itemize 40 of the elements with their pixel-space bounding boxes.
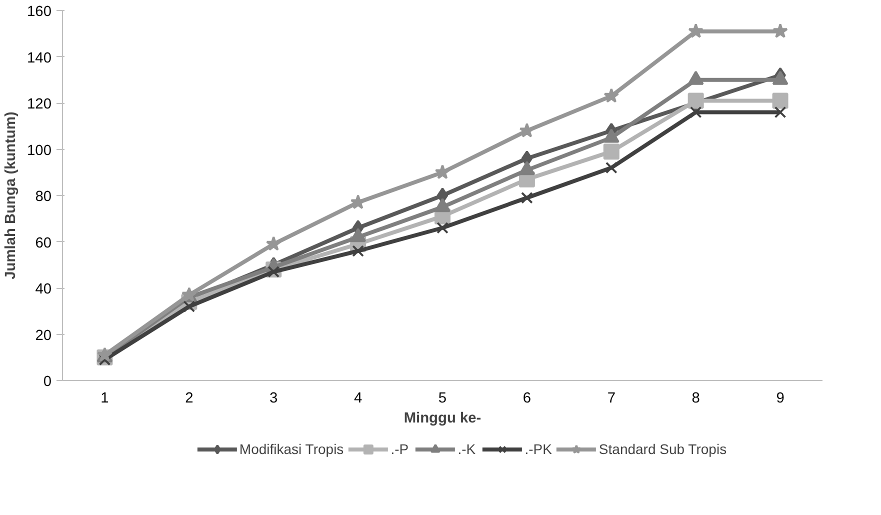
point	[604, 88, 620, 103]
x-tick-label: 8	[692, 390, 700, 406]
y-tick-label: 140	[27, 50, 52, 66]
y-tick-label: 120	[27, 96, 52, 112]
point	[519, 122, 535, 138]
point	[520, 192, 533, 204]
legend-label: .-P	[390, 441, 410, 457]
point	[690, 106, 702, 118]
point	[772, 23, 788, 38]
x-tick-label: 9	[776, 390, 784, 406]
y-tick-label: 20	[35, 328, 52, 344]
point	[688, 92, 704, 109]
point	[774, 106, 786, 118]
legend-label: .-PK	[524, 441, 552, 457]
point	[266, 236, 282, 251]
point	[603, 144, 620, 160]
x-tick-label: 3	[270, 390, 278, 406]
point	[772, 92, 788, 109]
legend-label: .-K	[458, 441, 477, 457]
y-tick-label: 60	[35, 235, 52, 252]
x-tick-label: 4	[354, 390, 362, 406]
x-tick-label: 7	[607, 390, 616, 406]
y-tick-label: 40	[35, 282, 52, 298]
x-tick-label: 1	[100, 390, 109, 406]
point	[688, 23, 704, 38]
x-tick-label: 2	[185, 390, 194, 406]
x-axis-title: Minggu ke-	[404, 410, 482, 426]
point	[352, 245, 364, 257]
y-tick-label: 0	[43, 374, 52, 390]
x-tick-label: 6	[522, 390, 532, 406]
y-tick-label: 100	[27, 142, 52, 159]
point	[436, 222, 448, 234]
legend-label: Modifikasi Tropis	[239, 441, 344, 457]
point	[605, 162, 618, 174]
y-axis-title: Jumlah Bunga (kuntum)	[3, 112, 20, 280]
y-tick-label: 80	[35, 189, 52, 205]
legend-label: Standard Sub Tropis	[598, 441, 727, 457]
y-tick-label: 160	[27, 4, 52, 20]
x-tick-label: 5	[438, 390, 447, 406]
point	[434, 164, 450, 180]
